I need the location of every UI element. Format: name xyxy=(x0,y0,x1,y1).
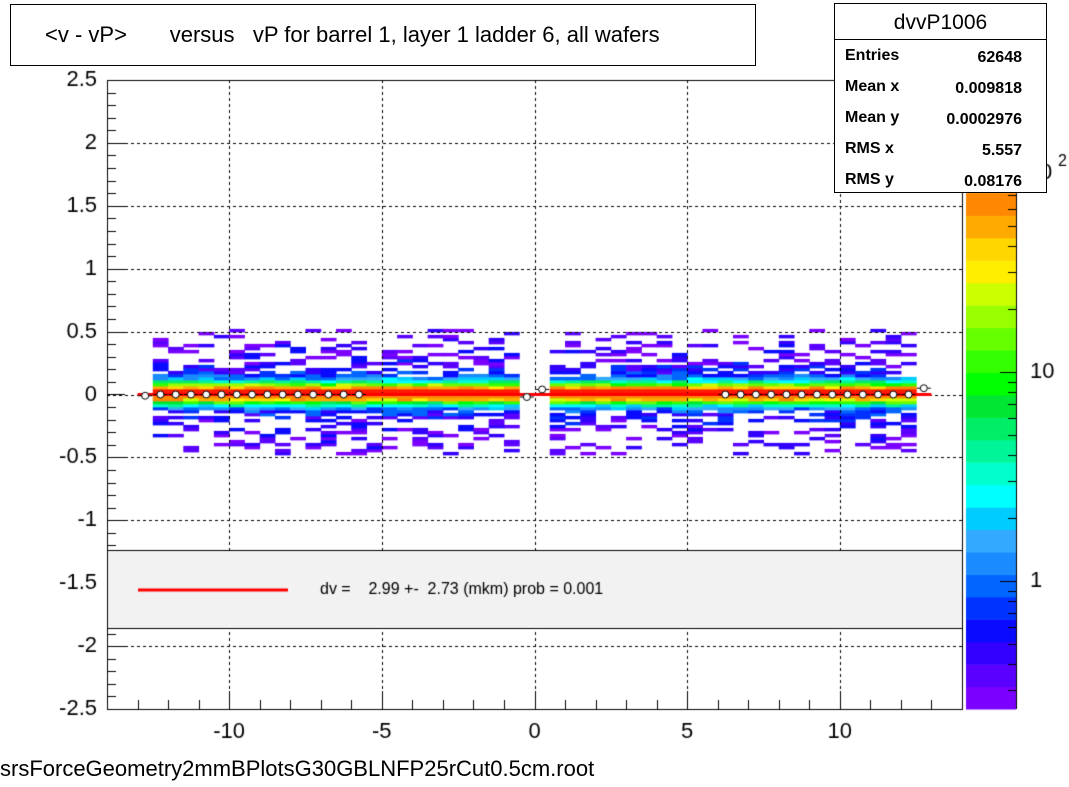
stats-key: Mean x xyxy=(845,78,900,95)
stats-row-mean-y: Mean y 0.0002976 xyxy=(835,102,1046,133)
stats-value: 0.009818 xyxy=(955,80,1022,97)
stats-row-rms-x: RMS x 5.557 xyxy=(835,133,1046,164)
stats-key: Mean y xyxy=(845,109,900,126)
stats-title: dvvP1006 xyxy=(835,4,1046,40)
stats-row-rms-y: RMS y 0.08176 xyxy=(835,164,1046,195)
footer-filename: srsForceGeometry2mmBPlotsG30GBLNFP25rCut… xyxy=(0,756,595,781)
stats-row-entries: Entries 62648 xyxy=(835,40,1046,71)
stats-key: RMS x xyxy=(845,140,894,157)
stats-key: Entries xyxy=(845,47,900,64)
stats-value: 0.08176 xyxy=(964,173,1022,190)
stats-row-mean-x: Mean x 0.009818 xyxy=(835,71,1046,102)
stats-value: 62648 xyxy=(977,49,1023,66)
stats-value: 0.0002976 xyxy=(946,111,1022,128)
stats-box: dvvP1006 Entries 62648 Mean x 0.009818 M… xyxy=(834,3,1047,193)
chart-title: <v - vP> versus vP for barrel 1, layer 1… xyxy=(10,4,756,66)
stats-value: 5.557 xyxy=(981,142,1022,159)
chart-title-text: <v - vP> versus vP for barrel 1, layer 1… xyxy=(45,22,660,47)
stats-key: RMS y xyxy=(845,171,894,188)
